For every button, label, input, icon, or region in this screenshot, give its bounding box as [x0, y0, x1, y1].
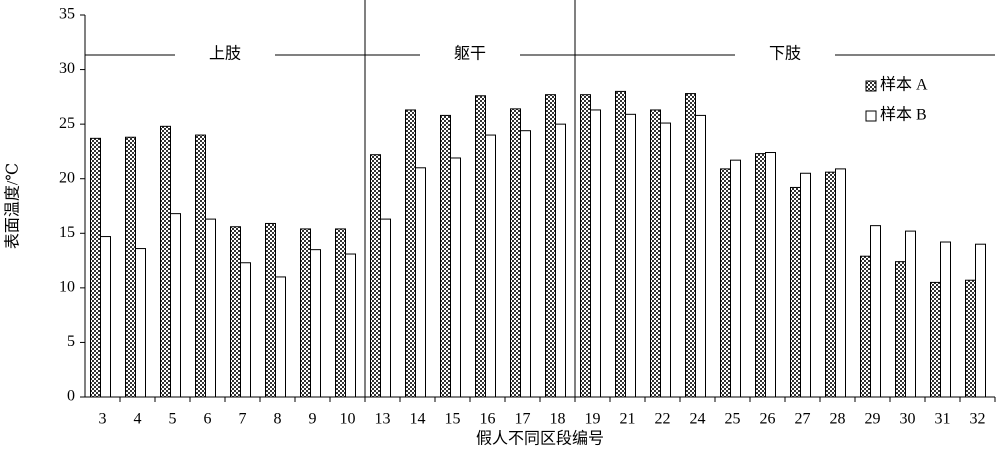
- bar: [615, 90, 626, 398]
- region-label: 躯干: [454, 45, 486, 63]
- y-tick-label: 20: [59, 169, 75, 186]
- bar: [415, 167, 426, 398]
- region-label-bg: [735, 45, 835, 65]
- region-label-bg: [175, 45, 275, 65]
- x-tick-label: 13: [375, 411, 391, 428]
- bar: [590, 109, 601, 398]
- bar: [335, 228, 346, 398]
- bar: [90, 137, 101, 398]
- bar: [230, 226, 241, 398]
- bar: [170, 213, 181, 398]
- bar: [125, 136, 136, 398]
- y-tick-label: 35: [59, 6, 75, 23]
- bar: [975, 243, 986, 398]
- x-tick-label: 29: [865, 411, 881, 428]
- bar: [580, 94, 591, 398]
- x-tick-label: 25: [725, 411, 741, 428]
- bar: [730, 159, 741, 398]
- x-tick-label: 26: [760, 411, 776, 428]
- bar: [545, 94, 556, 398]
- bar: [905, 230, 916, 398]
- bar: [940, 241, 951, 398]
- y-tick-label: 5: [67, 333, 75, 350]
- bar: [825, 171, 836, 398]
- bar: [755, 153, 766, 398]
- bar: [790, 186, 801, 398]
- bar: [520, 130, 531, 398]
- bar: [695, 114, 706, 398]
- x-tick-label: 30: [900, 411, 916, 428]
- bar: [625, 113, 636, 398]
- x-axis-label: 假人不同区段编号: [476, 430, 604, 448]
- x-tick-label: 9: [309, 411, 317, 428]
- bar: [345, 253, 356, 398]
- region-label-bg: [420, 45, 520, 65]
- bar: [100, 236, 111, 398]
- bar: [440, 114, 451, 398]
- bar: [300, 228, 311, 398]
- y-tick-label: 15: [59, 224, 75, 241]
- legend-swatch: [865, 110, 877, 122]
- y-tick-label: 25: [59, 115, 75, 132]
- bar: [275, 276, 286, 398]
- bar: [685, 93, 696, 398]
- x-tick-label: 24: [690, 411, 706, 428]
- y-tick-label: 10: [59, 279, 75, 296]
- x-tick-label: 28: [830, 411, 846, 428]
- bar: [195, 134, 206, 398]
- bar: [265, 222, 276, 398]
- bar: [205, 218, 216, 398]
- bar: [485, 134, 496, 398]
- x-tick-label: 4: [134, 411, 142, 428]
- x-tick-label: 22: [655, 411, 671, 428]
- bar: [965, 279, 976, 398]
- y-axis-label: 表面温度/℃: [4, 163, 22, 249]
- x-tick-label: 17: [515, 411, 531, 428]
- bar: [870, 225, 881, 398]
- bar: [370, 154, 381, 398]
- bar: [835, 168, 846, 398]
- x-tick-label: 27: [795, 411, 811, 428]
- x-tick-label: 5: [169, 411, 177, 428]
- region-label: 上肢: [209, 45, 241, 63]
- bar: [765, 152, 776, 398]
- x-tick-label: 8: [274, 411, 282, 428]
- bar: [450, 157, 461, 398]
- x-tick-label: 19: [585, 411, 601, 428]
- bar: [800, 172, 811, 398]
- x-tick-label: 16: [480, 411, 496, 428]
- bar: [860, 255, 871, 398]
- x-tick-label: 15: [445, 411, 461, 428]
- bar: [650, 109, 661, 398]
- bar: [380, 218, 391, 398]
- bar: [310, 249, 321, 398]
- x-tick-label: 6: [204, 411, 212, 428]
- x-tick-label: 7: [239, 411, 247, 428]
- bar: [160, 125, 171, 398]
- x-tick-label: 18: [550, 411, 566, 428]
- legend-label: 样本 B: [880, 106, 927, 124]
- legend-label: 样本 A: [880, 76, 928, 94]
- bar: [510, 108, 521, 398]
- legend-swatch: [865, 80, 877, 92]
- x-tick-label: 31: [935, 411, 951, 428]
- y-tick-label: 30: [59, 60, 75, 77]
- bar: [555, 123, 566, 398]
- bar: [475, 95, 486, 398]
- x-tick-label: 14: [410, 411, 426, 428]
- bar: [405, 109, 416, 398]
- bar: [240, 262, 251, 398]
- bar: [930, 281, 941, 398]
- bar: [135, 248, 146, 398]
- y-tick-label: 0: [67, 388, 75, 405]
- x-tick-label: 32: [970, 411, 986, 428]
- bar: [720, 168, 731, 398]
- bar: [660, 122, 671, 398]
- x-tick-label: 3: [99, 411, 107, 428]
- bar: [895, 261, 906, 398]
- x-tick-label: 10: [340, 411, 356, 428]
- x-tick-label: 21: [620, 411, 636, 428]
- region-label: 下肢: [769, 45, 801, 63]
